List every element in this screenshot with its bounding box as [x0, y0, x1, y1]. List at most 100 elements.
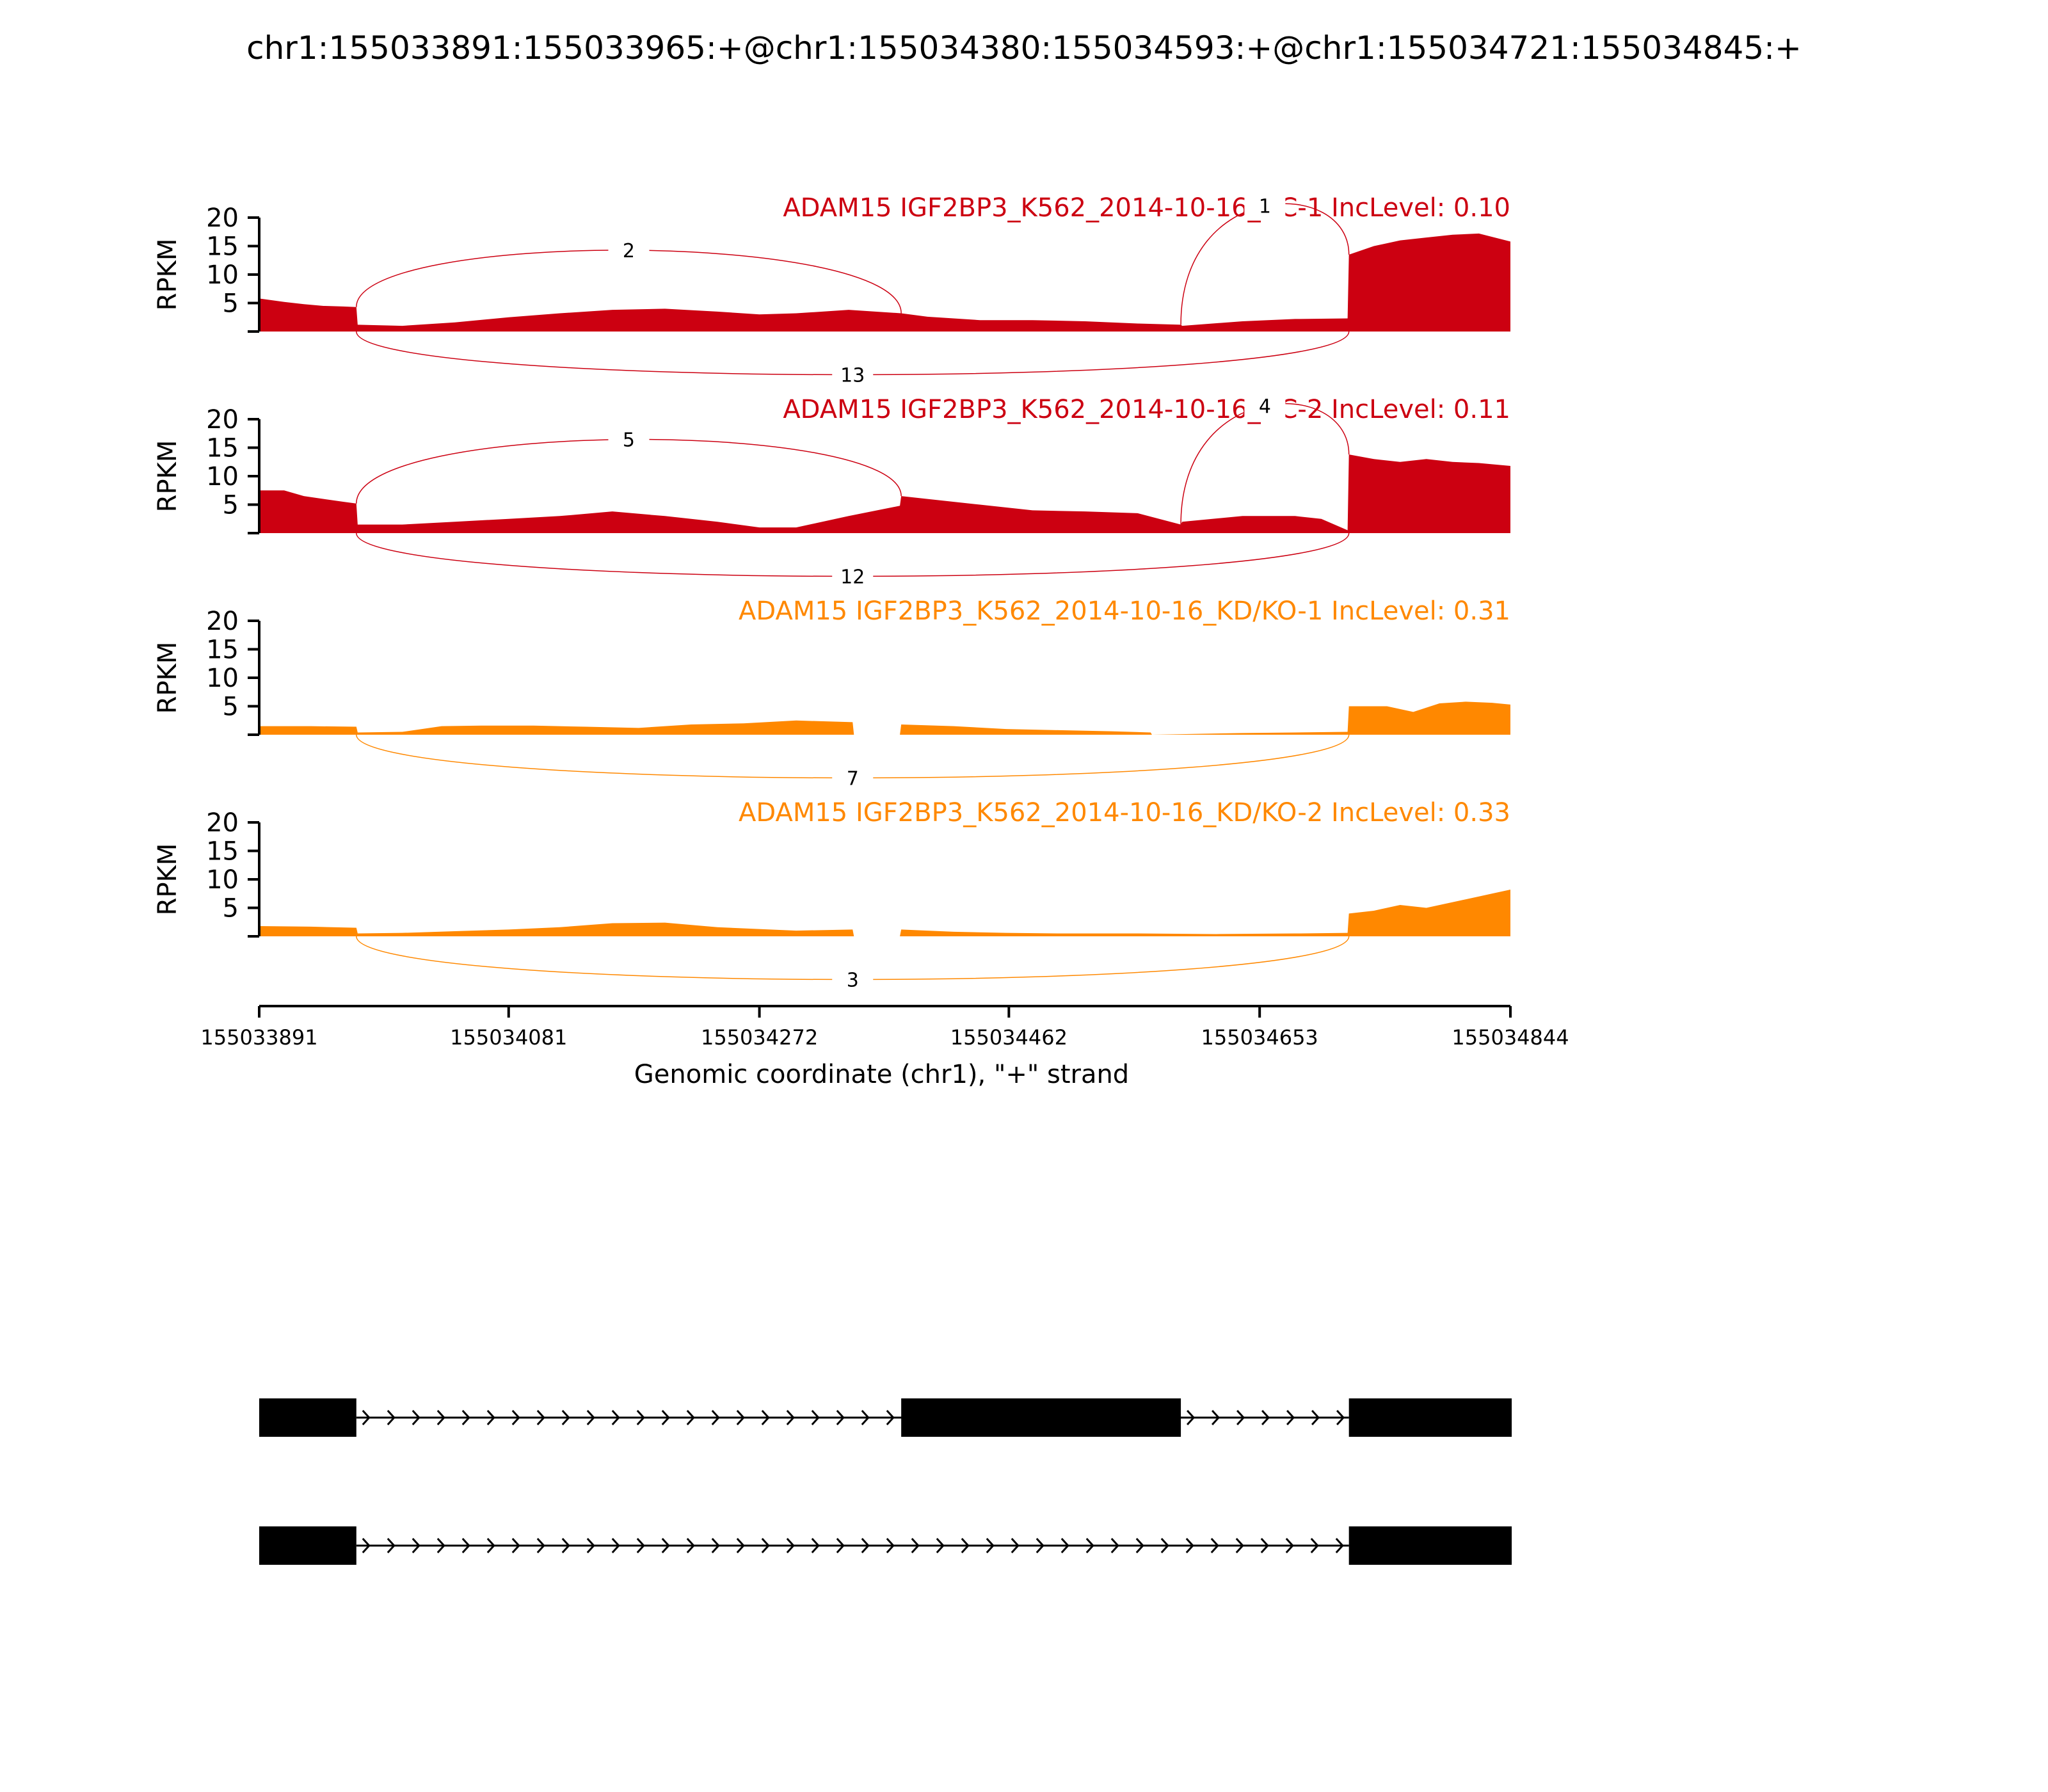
- strand-chevron: [736, 1537, 745, 1554]
- x-tick-label: 155034653: [1201, 1025, 1318, 1050]
- strand-chevron: [1235, 1537, 1244, 1554]
- strand-chevron: [586, 1409, 595, 1426]
- y-axis-label: RPKM: [153, 844, 182, 916]
- coverage-area: [259, 233, 1510, 332]
- y-tick-label: 5: [223, 692, 239, 722]
- strand-chevron: [1186, 1409, 1196, 1426]
- y-axis-label: RPKM: [153, 440, 182, 513]
- y-tick-label: 20: [206, 607, 239, 636]
- exon-block: [901, 1398, 1181, 1437]
- junction-label-box: [1244, 391, 1286, 420]
- strand-chevron: [911, 1537, 920, 1554]
- junction-label-box: [832, 965, 874, 994]
- strand-chevron: [661, 1409, 670, 1426]
- strand-chevron: [936, 1537, 945, 1554]
- junction-count-label: 13: [840, 365, 865, 387]
- strand-chevron: [1335, 1537, 1344, 1554]
- y-tick-label: 20: [206, 405, 239, 435]
- strand-chevron: [1311, 1409, 1320, 1426]
- y-tick-label: 10: [206, 664, 239, 693]
- coverage-area: [259, 701, 1510, 735]
- junction-label-box: [832, 360, 874, 389]
- y-tick-label: 15: [206, 434, 239, 463]
- exon-block: [259, 1398, 356, 1437]
- strand-chevron: [412, 1537, 420, 1554]
- strand-chevron: [661, 1537, 670, 1554]
- strand-chevron: [387, 1409, 396, 1426]
- isoform-track: [259, 1526, 1512, 1565]
- strand-chevron: [1185, 1537, 1194, 1554]
- junction-count-label: 1: [1259, 196, 1271, 218]
- exon-block: [259, 1526, 356, 1565]
- sample-label: ADAM15 IGF2BP3_K562_2014-10-16_NC-2 IncL…: [783, 395, 1510, 424]
- strand-chevron: [1011, 1537, 1020, 1554]
- y-axis-label: RPKM: [153, 239, 182, 311]
- exon-block: [1348, 1526, 1512, 1565]
- strand-chevron: [786, 1409, 795, 1426]
- y-tick-label: 20: [206, 204, 239, 233]
- strand-chevron: [536, 1409, 545, 1426]
- strand-chevron: [711, 1537, 720, 1554]
- strand-chevron: [786, 1537, 795, 1554]
- strand-chevron: [1110, 1537, 1119, 1554]
- strand-chevron: [511, 1537, 520, 1554]
- strand-chevron: [761, 1537, 770, 1554]
- y-tick-label: 5: [223, 894, 239, 924]
- x-axis-label: Genomic coordinate (chr1), "+" strand: [634, 1060, 1129, 1089]
- x-tick-label: 155034272: [701, 1025, 818, 1050]
- strand-chevron: [636, 1537, 645, 1554]
- strand-chevron: [611, 1537, 620, 1554]
- sample-label: ADAM15 IGF2BP3_K562_2014-10-16_KD/KO-1 I…: [739, 596, 1510, 626]
- strand-chevron: [536, 1537, 545, 1554]
- strand-chevron: [636, 1409, 645, 1426]
- x-tick-label: 155034462: [950, 1025, 1068, 1050]
- strand-chevron: [362, 1409, 371, 1426]
- y-tick-label: 15: [206, 837, 239, 867]
- strand-chevron: [461, 1537, 470, 1554]
- x-tick-label: 155033891: [200, 1025, 317, 1050]
- strand-chevron: [1160, 1537, 1169, 1554]
- strand-chevron: [486, 1409, 495, 1426]
- strand-chevron: [986, 1537, 995, 1554]
- strand-chevron: [436, 1409, 445, 1426]
- junction-count-label: 4: [1259, 396, 1271, 418]
- y-tick-label: 10: [206, 865, 239, 895]
- strand-chevron: [561, 1409, 570, 1426]
- junction-label-box: [832, 764, 874, 792]
- strand-chevron: [686, 1537, 695, 1554]
- junction-count-label: 12: [840, 566, 865, 589]
- strand-chevron: [886, 1537, 895, 1554]
- junction-count-label: 5: [623, 429, 635, 452]
- x-tick-label: 155034081: [450, 1025, 567, 1050]
- junction-label-box: [1244, 191, 1286, 220]
- coverage-area: [259, 454, 1510, 533]
- strand-chevron: [686, 1409, 695, 1426]
- strand-chevron: [412, 1409, 420, 1426]
- strand-chevron: [1260, 1537, 1269, 1554]
- strand-chevron: [387, 1537, 396, 1554]
- strand-chevron: [961, 1537, 970, 1554]
- sample-label: ADAM15 IGF2BP3_K562_2014-10-16_KD/KO-2 I…: [739, 798, 1510, 828]
- strand-chevron: [761, 1409, 770, 1426]
- strand-chevron: [1336, 1409, 1345, 1426]
- strand-chevron: [1060, 1537, 1069, 1554]
- figure-title: chr1:155033891:155033965:+@chr1:15503438…: [246, 29, 1802, 67]
- coverage-area: [259, 890, 1510, 936]
- strand-chevron: [436, 1537, 445, 1554]
- strand-chevron: [362, 1537, 371, 1554]
- strand-chevron: [1286, 1409, 1295, 1426]
- strand-chevron: [1261, 1409, 1270, 1426]
- strand-chevron: [811, 1409, 820, 1426]
- junction-label-box: [608, 425, 650, 454]
- y-tick-label: 5: [223, 491, 239, 520]
- y-tick-label: 10: [206, 260, 239, 290]
- strand-chevron: [561, 1537, 570, 1554]
- y-tick-label: 20: [206, 808, 239, 838]
- y-tick-label: 10: [206, 462, 239, 492]
- strand-chevron: [611, 1409, 620, 1426]
